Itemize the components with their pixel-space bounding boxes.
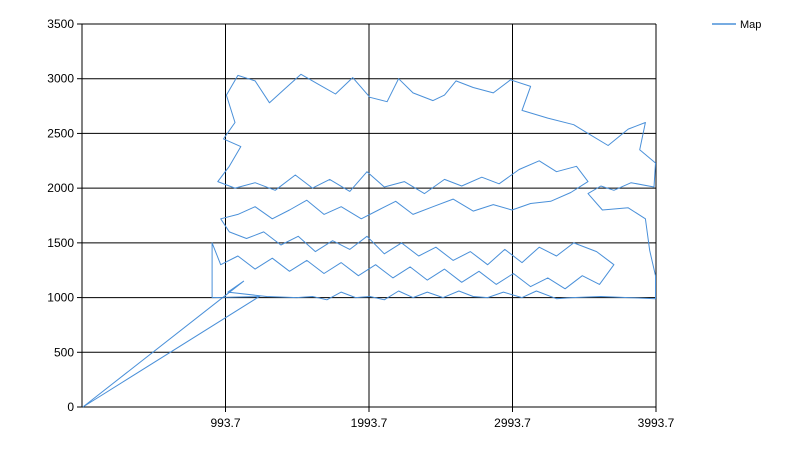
series-layer — [82, 73, 656, 408]
y-tick-label: 3500 — [47, 17, 74, 31]
y-tick-label: 3000 — [47, 72, 74, 86]
y-tick-label: 1500 — [47, 236, 74, 250]
y-tick-label: 2000 — [47, 181, 74, 195]
y-tick-label: 500 — [54, 345, 74, 359]
y-tick-label: 2500 — [47, 126, 74, 140]
x-tick-label: 2993.7 — [494, 416, 531, 430]
tick-labels: 0 500 1000 1500 2000 2500 3000 3500 993.7 1993.7 2… — [47, 17, 674, 430]
gridlines — [82, 23, 657, 408]
x-tick-label: 1993.7 — [351, 416, 388, 430]
series-line-map — [82, 73, 656, 408]
x-tick-label: 3993.7 — [638, 416, 675, 430]
y-tick-label: 1000 — [47, 291, 74, 305]
x-tick-label: 993.7 — [210, 416, 240, 430]
y-tick-label: 0 — [67, 400, 74, 414]
axes — [77, 23, 657, 412]
legend-label-map: Map — [740, 19, 761, 31]
legend[interactable]: Map — [712, 19, 761, 31]
